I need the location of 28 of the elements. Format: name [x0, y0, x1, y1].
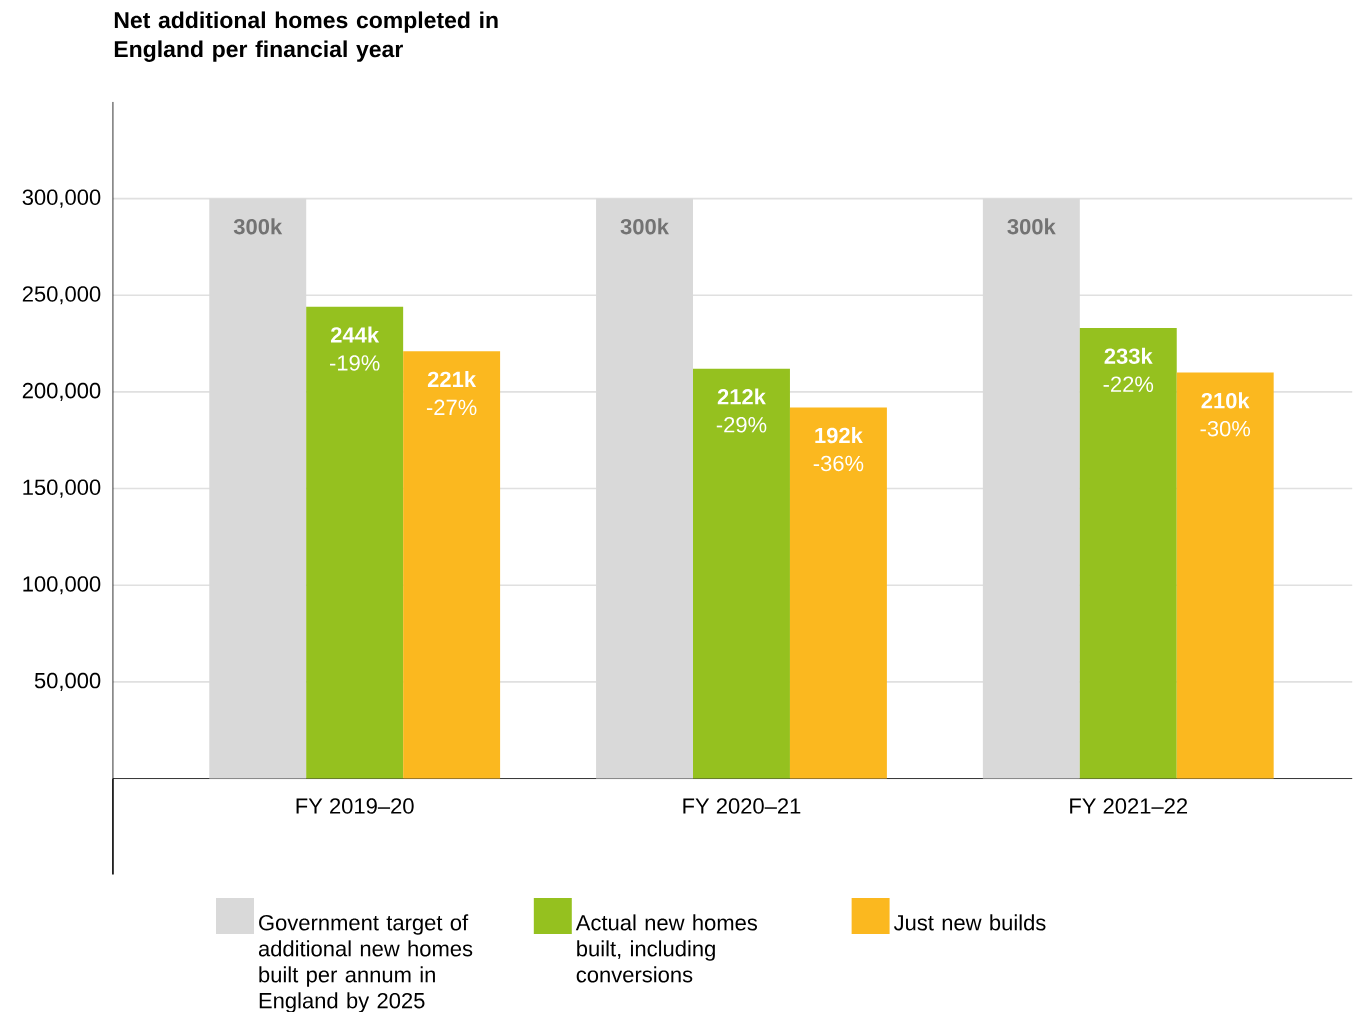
bar: [1176, 372, 1274, 779]
x-tick-label: FY 2021–22: [1070, 798, 1188, 814]
data-label: 300k: [1007, 218, 1056, 235]
x-tick-label: FY 2019–20: [296, 798, 414, 814]
y-tick-label: 150,000: [23, 479, 101, 498]
data-label: 212k -29%: [716, 388, 767, 433]
legend-label: Actual new homes built, including conversions: [575, 914, 758, 983]
data-label: 233k -22%: [1103, 347, 1154, 392]
legend-label: Just new builds: [893, 914, 1046, 931]
y-tick-label: 100,000: [23, 575, 101, 595]
bar: [1079, 327, 1177, 779]
data-label: 244k -19%: [329, 326, 380, 371]
bar: [306, 306, 404, 779]
legend-label: Government target of additional new homes built per annum in England by 2025: [258, 914, 473, 1012]
y-tick-label: 300,000: [22, 189, 101, 208]
bar: [789, 407, 887, 779]
y-tick-label: 250,000: [22, 285, 101, 305]
data-label: 300k: [233, 218, 283, 235]
y-tick-label: 50,000: [34, 672, 101, 691]
data-label: 210k -30%: [1200, 392, 1251, 437]
x-tick-label: FY 2020–21: [683, 798, 801, 814]
data-label: 221k -27%: [426, 370, 477, 415]
data-label: 300k: [620, 218, 669, 235]
y-tick-label: 200,000: [22, 382, 101, 401]
bar: [693, 368, 790, 779]
bar: [403, 351, 501, 779]
chart-title: Net additional homes completed in England per financial year: [114, 11, 498, 62]
data-label: 192k -36%: [813, 426, 864, 472]
